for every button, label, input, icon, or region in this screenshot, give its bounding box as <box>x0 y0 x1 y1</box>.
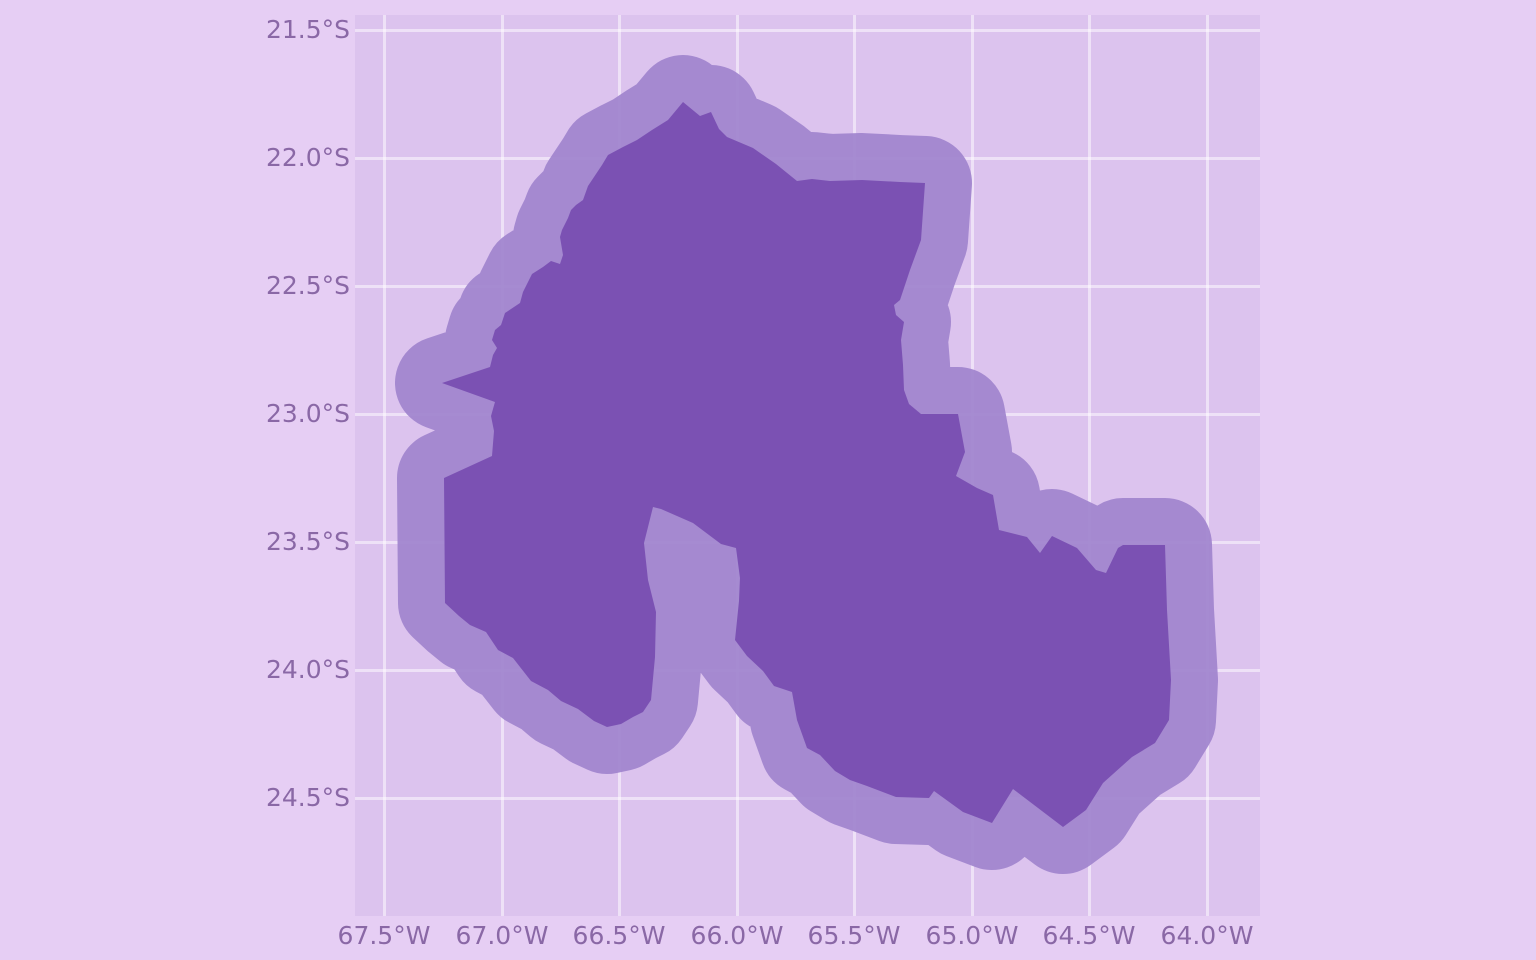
y-tick-label: 24.0°S <box>265 655 350 684</box>
gridline-vertical <box>617 15 621 916</box>
gridline-vertical <box>735 15 739 916</box>
x-tick-label: 64.0°W <box>1160 921 1254 950</box>
gridline-horizontal <box>355 796 1260 800</box>
x-tick-label: 65.0°W <box>925 921 1019 950</box>
y-tick-label: 23.5°S <box>265 527 350 556</box>
gridline-vertical <box>970 15 974 916</box>
y-tick-label: 22.5°S <box>265 271 350 300</box>
gridline-vertical <box>1205 15 1209 916</box>
gridline-horizontal <box>355 668 1260 672</box>
x-tick-label: 66.5°W <box>572 921 666 950</box>
gridline-horizontal <box>355 28 1260 32</box>
y-tick-label: 24.5°S <box>265 783 350 812</box>
y-tick-label: 22.0°S <box>265 143 350 172</box>
y-tick-label: 23.0°S <box>265 399 350 428</box>
gridline-horizontal <box>355 540 1260 544</box>
map-plot-area <box>355 15 1260 916</box>
gridline-horizontal <box>355 284 1260 288</box>
x-tick-label: 64.5°W <box>1042 921 1136 950</box>
gridline-horizontal <box>355 156 1260 160</box>
gridline-vertical <box>500 15 504 916</box>
gridline-horizontal <box>355 412 1260 416</box>
x-tick-label: 67.5°W <box>337 921 431 950</box>
gridline-vertical <box>852 15 856 916</box>
x-tick-label: 65.5°W <box>807 921 901 950</box>
gridline-vertical <box>1087 15 1091 916</box>
x-tick-label: 66.0°W <box>690 921 784 950</box>
gridline-vertical <box>382 15 386 916</box>
y-tick-label: 21.5°S <box>265 15 350 44</box>
x-tick-label: 67.0°W <box>455 921 549 950</box>
